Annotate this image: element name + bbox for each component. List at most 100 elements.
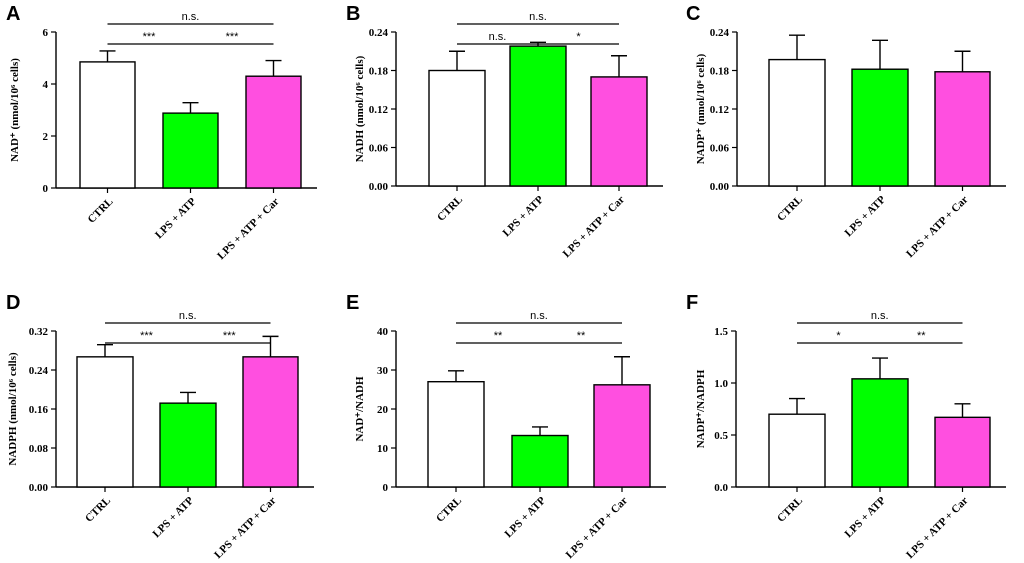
y-tick-label: 0.24 [369, 27, 389, 39]
y-axis-label: NADH (nmol/10⁶ cells) [354, 55, 366, 162]
bar-lps-atp-car [593, 384, 651, 488]
category-label: LPS + ATP + Car [904, 495, 971, 562]
y-tick-label: 0.16 [29, 404, 49, 416]
bar-lps-atp [511, 434, 569, 488]
error-bar [262, 335, 279, 357]
panel-c: C 0.00 0.06 0.12 0.18 0.24 NADP⁺ (nmol/10⁶ cel… [686, 3, 1006, 260]
y-tick-label: 0.24 [29, 365, 49, 377]
y-tick-label: 0.18 [710, 66, 730, 78]
error-bar [872, 357, 888, 379]
panel-e: E 0 10 20 30 40 NAD⁺/NADH CTRL LPS + ATP LPS + AT… [346, 292, 666, 561]
y-tick-label: 0.24 [710, 27, 730, 39]
category-label: LPS + ATP [502, 494, 548, 540]
category-label: LPS + ATP [842, 193, 888, 239]
bar-lps-atp [851, 378, 909, 488]
panel-letter: C [686, 3, 700, 25]
y-tick-label: 1.5 [714, 326, 728, 338]
category-label: CTRL [775, 194, 805, 224]
y-tick-label: 0.00 [29, 482, 49, 494]
error-bar [182, 102, 199, 114]
error-bar [872, 39, 888, 70]
bar-lps-atp [159, 402, 217, 488]
y-tick-label: 10 [377, 443, 389, 455]
category-label: LPS + ATP + Car [564, 495, 631, 562]
significance-label: *** [226, 31, 240, 43]
y-tick-label: 0.18 [369, 66, 389, 78]
significance-label: n.s. [530, 310, 548, 322]
bar-ctrl [428, 69, 486, 187]
panel-letter: A [6, 3, 20, 25]
y-axis-label: NAD⁺/NADH [354, 376, 366, 442]
category-label: CTRL [775, 495, 805, 525]
bar-ctrl [79, 61, 136, 189]
y-tick-label: 0 [43, 183, 49, 195]
y-axis-label: NADPH (nmol/10⁶ cells) [7, 352, 19, 466]
error-bar [99, 50, 116, 62]
y-tick-label: 20 [377, 404, 389, 416]
significance-label: *** [140, 330, 154, 342]
y-tick-label: 0.00 [369, 181, 389, 193]
panel-b: B 0.00 0.06 0.12 0.18 0.24 NADH (nmol/10⁶ cell… [346, 3, 663, 260]
y-tick-label: 0 [383, 482, 389, 494]
significance-label: n.s. [182, 11, 200, 23]
panel-a: A 0 2 4 6 NAD⁺ (nmol/10⁶ cells) CTRL LPS + ATP L… [6, 3, 317, 262]
panel-letter: B [346, 3, 360, 25]
category-label: LPS + ATP + Car [212, 495, 279, 562]
error-bar [448, 370, 464, 382]
error-bar [789, 34, 805, 60]
error-bar [614, 356, 630, 385]
y-axis-label: NAD⁺ (nmol/10⁶ cells) [9, 58, 21, 162]
y-tick-label: 0.06 [710, 143, 730, 155]
error-bar [954, 403, 971, 418]
bar-lps-atp-car [934, 416, 991, 488]
category-label: CTRL [86, 196, 116, 226]
category-label: LPS + ATP [500, 193, 546, 239]
significance-label: n.s. [179, 310, 197, 322]
bar-lps-atp-car [590, 76, 648, 187]
error-bar [532, 426, 548, 436]
error-bar [265, 59, 282, 77]
category-label: LPS + ATP + Car [904, 194, 971, 261]
bar-ctrl [768, 413, 826, 488]
panel-f: F 0.0 0.5 1.0 1.5 NADP⁺/NADPH CTRL LPS + ATP LPS… [686, 292, 1006, 561]
significance-label: * [836, 330, 841, 342]
error-bar [789, 397, 805, 415]
error-bar [954, 50, 971, 72]
panel-letter: D [6, 292, 20, 314]
category-label: LPS + ATP [150, 494, 196, 540]
panel-d: D 0.00 0.08 0.16 0.24 0.32 NADPH (nmol/10⁶ cel… [6, 292, 314, 561]
category-label: CTRL [435, 194, 465, 224]
y-tick-label: 40 [377, 326, 389, 338]
significance-label: ** [577, 330, 586, 342]
significance-label: n.s. [529, 11, 547, 23]
y-axis-label: NADP⁺ (nmol/10⁶ cells) [695, 53, 707, 164]
y-tick-label: 0.32 [29, 326, 49, 338]
bar-ctrl [427, 381, 485, 488]
y-axis-label: NADP⁺/NADPH [695, 369, 707, 448]
y-tick-label: 1.0 [714, 378, 728, 390]
y-tick-label: 0.08 [29, 443, 49, 455]
category-label: LPS + ATP + Car [215, 196, 282, 263]
bar-lps-atp-car [242, 356, 299, 488]
error-bar [611, 55, 627, 77]
significance-label: ** [917, 330, 926, 342]
significance-label: ** [494, 330, 503, 342]
panel-letter: F [686, 292, 698, 314]
category-label: CTRL [434, 495, 464, 525]
panel-letter: E [346, 292, 359, 314]
bar-lps-atp [509, 45, 567, 187]
bar-lps-atp-car [934, 71, 991, 187]
y-tick-label: 0.5 [714, 430, 728, 442]
y-tick-label: 0.00 [710, 181, 730, 193]
significance-label: * [576, 31, 581, 43]
y-tick-label: 30 [377, 365, 389, 377]
y-tick-label: 0.0 [714, 482, 728, 494]
error-bar [97, 343, 113, 357]
y-tick-label: 2 [43, 131, 49, 143]
bar-lps-atp [851, 68, 909, 187]
category-label: LPS + ATP + Car [561, 194, 628, 261]
bar-ctrl [76, 356, 134, 488]
bar-lps-atp [162, 112, 219, 189]
bar-ctrl [768, 58, 826, 187]
